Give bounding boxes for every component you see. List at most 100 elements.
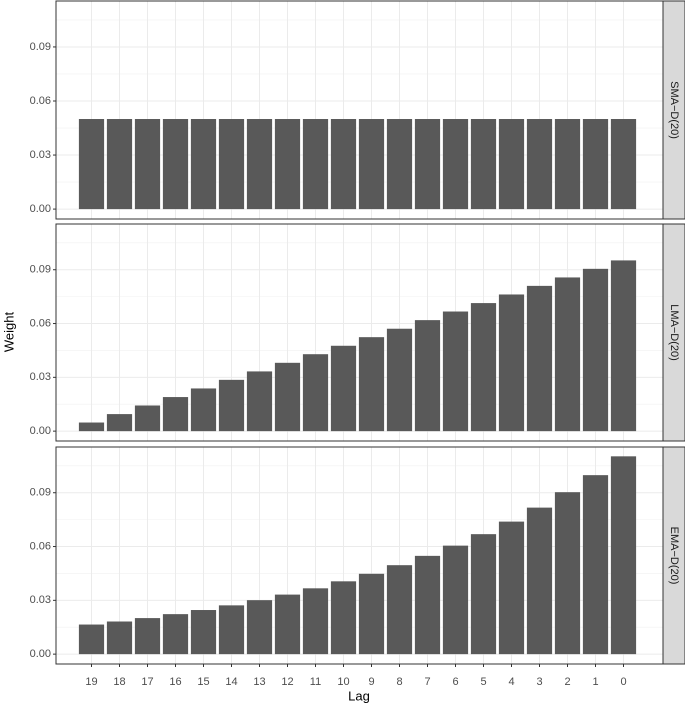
y-tick-label: 0.09 [30, 487, 51, 499]
bar [582, 268, 609, 432]
bar [106, 119, 133, 210]
x-tick-label: 8 [396, 676, 402, 688]
bar [442, 545, 469, 655]
x-tick-label: 10 [337, 676, 349, 688]
x-tick-label: 15 [197, 676, 209, 688]
bar [358, 337, 385, 432]
x-tick-label: 1 [592, 676, 598, 688]
bar [218, 119, 245, 210]
bar [610, 119, 637, 210]
x-tick-label: 12 [281, 676, 293, 688]
y-tick-label: 0.09 [30, 41, 51, 53]
bar [386, 565, 413, 655]
bar [246, 119, 273, 210]
bar [246, 371, 273, 432]
bar [134, 618, 161, 655]
bar [498, 521, 525, 655]
y-tick-label: 0.06 [30, 95, 51, 107]
y-tick-label: 0.06 [30, 540, 51, 552]
y-tick-label: 0.00 [30, 648, 51, 660]
strip [662, 446, 685, 665]
bar [218, 605, 245, 655]
bar [78, 119, 105, 210]
bar [470, 303, 497, 432]
strip-label: LMA−D(20) [668, 304, 680, 361]
bar [106, 414, 133, 432]
bar [134, 405, 161, 432]
x-axis-title: Lag [348, 688, 370, 703]
bar [442, 311, 469, 432]
bar [582, 475, 609, 655]
bar [246, 600, 273, 655]
bar [498, 294, 525, 432]
x-tick-label: 19 [85, 676, 97, 688]
y-tick-label: 0.03 [30, 371, 51, 383]
strip [662, 223, 685, 442]
x-tick-label: 18 [113, 676, 125, 688]
y-tick-label: 0.09 [30, 264, 51, 276]
bar [190, 388, 217, 432]
bar [554, 492, 581, 655]
bar [414, 320, 441, 432]
bar [358, 119, 385, 210]
x-tick-label: 13 [253, 676, 265, 688]
x-tick-label: 9 [368, 676, 374, 688]
strip-label: SMA−D(20) [668, 81, 680, 139]
bar [470, 119, 497, 210]
bar [526, 119, 553, 210]
x-tick-label: 0 [620, 676, 626, 688]
bar [610, 456, 637, 655]
bar [414, 555, 441, 655]
bar [526, 285, 553, 432]
bar [78, 422, 105, 432]
y-tick-label: 0.00 [30, 425, 51, 437]
strip-label: EMA−D(20) [668, 527, 680, 585]
x-tick-label: 17 [141, 676, 153, 688]
y-tick-label: 0.03 [30, 594, 51, 606]
x-tick-label: 11 [310, 676, 321, 688]
x-tick-label: 16 [169, 676, 181, 688]
bar [414, 119, 441, 210]
x-tick-label: 7 [424, 676, 430, 688]
bar [218, 379, 245, 432]
strip [662, 0, 685, 220]
bar [582, 119, 609, 210]
bar [162, 119, 189, 210]
bar [162, 614, 189, 655]
bar [302, 354, 329, 432]
bar [274, 119, 301, 210]
x-tick-label: 3 [536, 676, 542, 688]
x-tick-label: 5 [480, 676, 486, 688]
bar [330, 581, 357, 655]
x-tick-label: 6 [452, 676, 458, 688]
bar [554, 119, 581, 210]
y-tick-label: 0.06 [30, 317, 51, 329]
bar [498, 119, 525, 210]
bar [386, 328, 413, 432]
bar [526, 507, 553, 655]
y-axis-title: Weight [1, 312, 16, 353]
bar [442, 119, 469, 210]
bar [78, 624, 105, 655]
bar [330, 119, 357, 210]
x-tick-label: 14 [225, 676, 237, 688]
bar [274, 362, 301, 432]
bar [162, 397, 189, 432]
x-tick-label: 4 [508, 676, 514, 688]
bar [274, 594, 301, 655]
bar [610, 260, 637, 432]
bar [190, 610, 217, 655]
bar [106, 621, 133, 655]
bar [358, 573, 385, 655]
bar [386, 119, 413, 210]
bar [554, 277, 581, 432]
x-tick-label: 2 [564, 676, 570, 688]
bar [134, 119, 161, 210]
bar [190, 119, 217, 210]
y-tick-label: 0.00 [30, 203, 51, 215]
bar [302, 588, 329, 655]
bar [302, 119, 329, 210]
bar [470, 534, 497, 655]
